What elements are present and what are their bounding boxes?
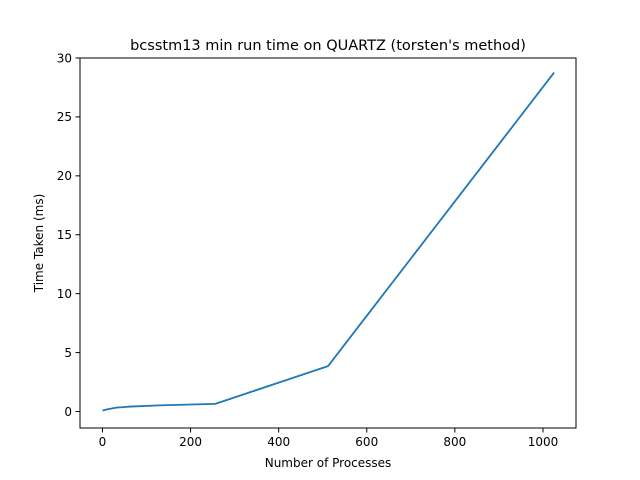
y-tick-label: 15 <box>57 228 72 242</box>
plot-area: 0 200 400 600 800 1000 0 5 10 15 20 25 30 <box>57 51 577 449</box>
x-axis-ticks: 0 200 400 600 800 1000 <box>99 428 559 449</box>
x-tick-label: 1000 <box>528 435 559 449</box>
axes-background <box>80 58 576 428</box>
series-line-0 <box>102 72 555 412</box>
y-axis-ticks: 0 5 10 15 20 25 30 <box>57 51 80 419</box>
x-axis-label: Number of Processes <box>265 456 392 470</box>
y-tick-label: 0 <box>64 405 72 419</box>
chart-title: bcsstm13 min run time on QUARTZ (torsten… <box>130 38 526 54</box>
x-tick-label: 600 <box>355 435 378 449</box>
y-tick-label: 25 <box>57 110 72 124</box>
x-tick-label: 800 <box>443 435 466 449</box>
y-tick-label: 30 <box>57 51 72 65</box>
y-tick-label: 5 <box>64 346 72 360</box>
y-tick-label: 20 <box>57 169 72 183</box>
y-axis-label: Time Taken (ms) <box>32 194 46 294</box>
x-tick-label: 400 <box>267 435 290 449</box>
axes-frame <box>79 57 577 429</box>
x-tick-label: 0 <box>99 435 107 449</box>
series-layer <box>102 72 555 412</box>
x-tick-label: 200 <box>179 435 202 449</box>
y-tick-label: 10 <box>57 287 72 301</box>
